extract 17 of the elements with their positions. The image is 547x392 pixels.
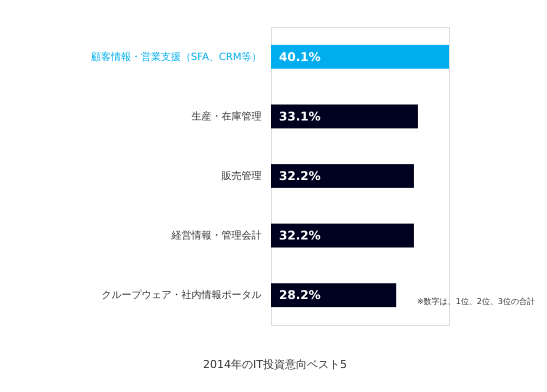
bar bbox=[271, 164, 414, 188]
annotation: ※数字は、1位、2位、3位の合計 bbox=[417, 297, 535, 306]
y-tick-label: クループウェア・社内情報ポータル bbox=[102, 289, 262, 302]
y-tick-label: 生産・在庫管理 bbox=[192, 110, 262, 122]
bar bbox=[271, 224, 414, 248]
y-tick-label: 顧客情報・営業支援（SFA、CRM等） bbox=[90, 50, 262, 63]
y-tick-label: 販売管理 bbox=[222, 170, 262, 182]
data-label: 33.1% bbox=[279, 109, 321, 124]
text: 2014年のIT投資意向ベスト5 bbox=[203, 358, 347, 371]
data-label: 40.1% bbox=[279, 50, 321, 64]
bar bbox=[271, 283, 396, 308]
bar bbox=[271, 104, 418, 128]
data-label: 32.2% bbox=[279, 228, 321, 243]
data-label: 32.2% bbox=[279, 169, 321, 183]
bar bbox=[271, 44, 449, 69]
y-tick-label: 経営情報・管理会計 bbox=[170, 230, 262, 242]
data-label: 28.2% bbox=[279, 288, 321, 302]
